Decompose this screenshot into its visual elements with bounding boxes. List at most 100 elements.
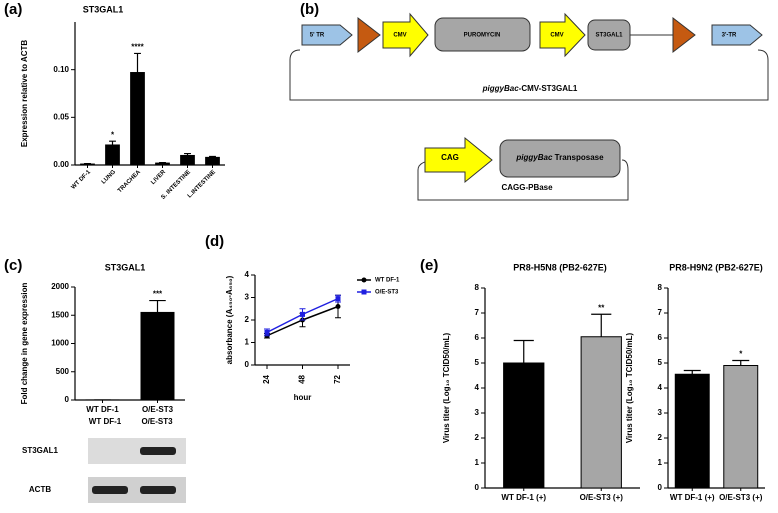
gel-column: O/E-ST3 bbox=[141, 417, 173, 426]
panel-label: (c) bbox=[4, 257, 22, 274]
caption-rest: -CMV-ST3GAL1 bbox=[519, 84, 578, 93]
y-tick-label: 5 bbox=[658, 358, 663, 367]
gene-box bbox=[499, 139, 621, 178]
chart-title: ST3GAL1 bbox=[83, 4, 124, 14]
bar bbox=[155, 162, 170, 166]
error-bar bbox=[109, 140, 116, 145]
x-tick-label: O/E-ST3 (+) bbox=[719, 493, 763, 502]
y-axis-label: Virus titer (Log₁₀ TCID50/mL) bbox=[625, 333, 634, 444]
y-tick-label: 4 bbox=[245, 270, 250, 279]
y-tick-label: 2 bbox=[245, 315, 250, 324]
legend-marker bbox=[361, 277, 367, 283]
y-tick-label: 8 bbox=[658, 283, 663, 292]
y-tick-label: 5 bbox=[475, 358, 480, 367]
y-tick-label: 1 bbox=[245, 338, 250, 347]
x-tick-label: O/E-ST3 (+) bbox=[580, 493, 624, 502]
terminal-triangle bbox=[357, 16, 381, 54]
chart-title: PR8-H5N8 (PB2-627E) bbox=[513, 262, 607, 272]
x-tick-label: 72 bbox=[333, 374, 342, 383]
y-tick-label: 0.10 bbox=[53, 65, 69, 74]
y-tick-label: 0 bbox=[245, 360, 250, 369]
y-tick-label: 3 bbox=[475, 408, 480, 417]
chart-title: ST3GAL1 bbox=[105, 262, 146, 272]
error-bar bbox=[732, 359, 750, 366]
bar bbox=[723, 365, 759, 489]
plasmid-loop bbox=[289, 49, 769, 101]
marker bbox=[335, 296, 341, 302]
bar bbox=[674, 373, 710, 489]
y-tick-label: 6 bbox=[475, 333, 480, 342]
chart-title: PR8-H9N2 (PB2-627E) bbox=[669, 262, 763, 272]
significance: * bbox=[111, 130, 115, 139]
y-axis-label: Fold change in gene expression bbox=[20, 282, 29, 404]
y-tick-label: 1000 bbox=[51, 339, 69, 348]
vector-diagram bbox=[289, 12, 769, 201]
y-tick-label: 7 bbox=[658, 308, 663, 317]
tr-arrow bbox=[301, 24, 353, 46]
gel-column: WT DF-1 bbox=[89, 417, 122, 426]
marker bbox=[300, 311, 305, 317]
error-bar bbox=[683, 369, 701, 375]
x-tick-label: O/E-ST3 bbox=[142, 405, 174, 414]
y-tick-label: 1500 bbox=[51, 310, 69, 319]
panel-label: (a) bbox=[4, 1, 22, 18]
y-axis-label: Expression relative to ACTB bbox=[20, 40, 29, 148]
x-tick-label: 48 bbox=[298, 374, 307, 383]
element-label: CMV bbox=[550, 33, 563, 39]
gel-band bbox=[140, 486, 176, 494]
gel-row: ACTB bbox=[29, 485, 51, 494]
y-tick-label: 3 bbox=[658, 408, 663, 417]
element-label: piggyBac Transposase bbox=[515, 153, 604, 162]
y-tick-label: 0 bbox=[658, 483, 663, 492]
y-tick-label: 3 bbox=[245, 293, 250, 302]
marker bbox=[264, 329, 270, 335]
element-label: CAG bbox=[441, 153, 459, 162]
y-tick-label: 2 bbox=[475, 433, 480, 442]
bar bbox=[80, 163, 95, 166]
significance: * bbox=[739, 350, 743, 359]
gene-rest: Transposase bbox=[552, 153, 604, 162]
bar bbox=[180, 154, 195, 166]
panel-label: (d) bbox=[205, 233, 224, 250]
vector-caption: piggyBac-CMV-ST3GAL1 bbox=[482, 84, 578, 93]
element-label: CMV bbox=[393, 33, 406, 39]
significance: **** bbox=[131, 43, 144, 52]
promoter-arrow bbox=[382, 12, 429, 58]
marker bbox=[335, 304, 341, 309]
legend-marker bbox=[361, 289, 367, 295]
gene-box bbox=[587, 19, 631, 51]
y-tick-label: 0 bbox=[65, 395, 70, 404]
y-tick-label: 2000 bbox=[51, 282, 69, 291]
y-tick-label: 8 bbox=[475, 283, 480, 292]
bar bbox=[105, 144, 120, 166]
element-label: 3'-TR bbox=[722, 33, 737, 39]
element-label: 5' TR bbox=[310, 33, 325, 39]
y-tick-label: 4 bbox=[475, 383, 480, 392]
x-tick-label: 24 bbox=[262, 374, 271, 383]
promoter-arrow bbox=[539, 12, 586, 58]
bar bbox=[205, 156, 220, 166]
legend-label: O/E-ST3 bbox=[375, 290, 399, 296]
error-bar bbox=[184, 152, 191, 156]
bar bbox=[503, 362, 545, 489]
gene-box bbox=[434, 17, 531, 52]
y-tick-label: 500 bbox=[56, 367, 70, 376]
x-tick-label: WT DF-1 bbox=[71, 169, 93, 191]
legend-label: WT DF-1 bbox=[375, 278, 400, 284]
x-tick-label: TRACHEA bbox=[117, 169, 142, 194]
bar bbox=[140, 311, 175, 401]
element-label: ST3GAL1 bbox=[595, 33, 623, 39]
error-bar bbox=[209, 155, 216, 158]
panel-label: (b) bbox=[300, 1, 319, 18]
bar bbox=[580, 336, 622, 489]
panel-label: (e) bbox=[420, 257, 438, 274]
tr-arrow bbox=[711, 24, 763, 46]
gel-row: ST3GAL1 bbox=[22, 446, 59, 455]
caption-italic: piggyBac bbox=[482, 84, 520, 93]
x-tick-label: WT DF-1 bbox=[86, 405, 119, 414]
significance: ** bbox=[598, 303, 605, 312]
x-tick-label: LUNG bbox=[101, 169, 117, 185]
y-tick-label: 7 bbox=[475, 308, 480, 317]
x-tick-label: WT DF-1 (+) bbox=[670, 493, 715, 502]
gel: WT DF-1 O/E-ST3 ST3GAL1 ACTB bbox=[22, 417, 186, 503]
